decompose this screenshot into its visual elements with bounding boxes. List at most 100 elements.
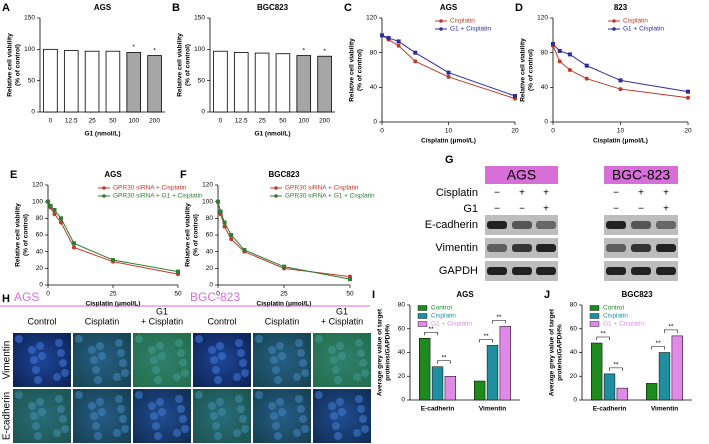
y-tick-label: 120 <box>202 182 213 189</box>
cell <box>32 422 40 430</box>
cell <box>357 405 365 413</box>
cell-line-label: AGS <box>507 167 537 183</box>
cell <box>270 356 278 364</box>
y-axis-label: (% of control) <box>23 214 30 256</box>
annotation: * <box>302 47 305 54</box>
cell <box>175 395 183 403</box>
legend-marker <box>102 194 106 198</box>
cell-line-box <box>604 166 678 184</box>
annotation: ** <box>496 314 502 321</box>
cell <box>353 429 361 437</box>
x-axis-label: Cisplatin (μmol/L) <box>593 138 648 145</box>
cell <box>315 391 323 399</box>
blot-band <box>487 267 507 275</box>
cell <box>119 415 127 423</box>
marker <box>584 76 589 81</box>
y-tick-label: 40 <box>541 84 549 91</box>
blot-band <box>512 221 532 229</box>
cell-line-label: BGC-823 <box>190 290 240 304</box>
blot-band <box>606 221 626 229</box>
treatment-mark: + <box>519 188 525 199</box>
cell <box>235 339 243 347</box>
legend-marker <box>102 186 106 190</box>
marker <box>567 68 572 72</box>
significance-bracket <box>664 329 678 333</box>
y-tick-label: 80 <box>541 49 549 56</box>
bar <box>254 52 270 113</box>
cell <box>328 402 336 410</box>
annotation: * <box>323 48 326 55</box>
marker <box>551 42 555 46</box>
marker <box>446 70 451 75</box>
cell <box>75 335 83 343</box>
y-tick-label: 60 <box>570 325 578 332</box>
marker <box>72 241 76 246</box>
annotation: ** <box>613 362 619 369</box>
marker <box>686 95 690 100</box>
cell <box>113 373 121 381</box>
panel-letter: J <box>544 289 550 301</box>
marker <box>686 89 690 94</box>
cell <box>255 335 263 343</box>
cell <box>59 415 67 423</box>
marker <box>72 245 76 250</box>
marker <box>59 216 63 221</box>
y-tick-label: 0 <box>209 282 213 289</box>
marker <box>222 224 227 229</box>
y-axis-label: (% of control) <box>15 44 22 86</box>
cell <box>299 415 307 423</box>
y-tick-label: 120 <box>537 15 548 22</box>
cell-line-label: AGS <box>14 290 39 304</box>
cell <box>241 369 249 377</box>
y-axis-label: (% of control) <box>193 214 200 256</box>
protein-label: GAPDH <box>439 265 478 277</box>
cell <box>239 359 247 367</box>
y-tick-label: 80 <box>36 215 44 222</box>
y-tick-label: 100 <box>32 198 43 205</box>
panel-letter: E <box>10 169 17 181</box>
panel-letter: D <box>515 2 523 14</box>
x-tick-label: 100 <box>298 118 309 125</box>
cell <box>55 339 63 347</box>
x-axis-label: G1 (nmol/L) <box>84 131 120 138</box>
cell <box>218 352 226 360</box>
cell <box>148 402 156 410</box>
x-tick-label: 25 <box>258 118 266 125</box>
legend-label: Cisplatin <box>623 18 648 25</box>
legend-marker <box>274 194 278 198</box>
y-tick-label: 100 <box>24 46 35 53</box>
cell <box>214 432 222 440</box>
marker <box>242 248 247 252</box>
cell <box>268 346 276 354</box>
legend-marker <box>274 186 278 190</box>
column-label: Cisplatin <box>85 316 120 326</box>
stain <box>253 333 311 387</box>
treatment-mark: − <box>494 204 500 215</box>
legend-label: GPR30 siRNA + G1 + Cisplatin <box>285 193 375 200</box>
bar <box>105 50 121 113</box>
stain <box>73 389 131 443</box>
cell <box>334 432 342 440</box>
column-label: + Cisplatin <box>141 316 183 326</box>
treatment-mark: + <box>638 188 644 199</box>
blot-band <box>606 244 626 252</box>
stain <box>313 389 371 443</box>
bar <box>499 326 511 401</box>
x-tick-label: 0 <box>551 128 555 135</box>
cell <box>57 349 65 357</box>
y-tick-label: 0 <box>31 109 35 116</box>
y-axis-label: proteins/GAPDH% <box>385 324 392 381</box>
column-label: G1 <box>156 306 168 316</box>
marker <box>176 269 180 274</box>
blot-band <box>631 244 651 252</box>
cell <box>179 415 187 423</box>
cell <box>212 422 220 430</box>
y-tick-label: 120 <box>32 182 43 189</box>
blot-band <box>606 267 626 275</box>
blot-band <box>536 244 556 252</box>
cell <box>96 398 104 406</box>
legend-label: Cisplatin <box>603 313 628 320</box>
cell <box>241 425 249 433</box>
y-axis-label: Relative cell viability <box>7 33 14 97</box>
marker <box>348 277 352 282</box>
